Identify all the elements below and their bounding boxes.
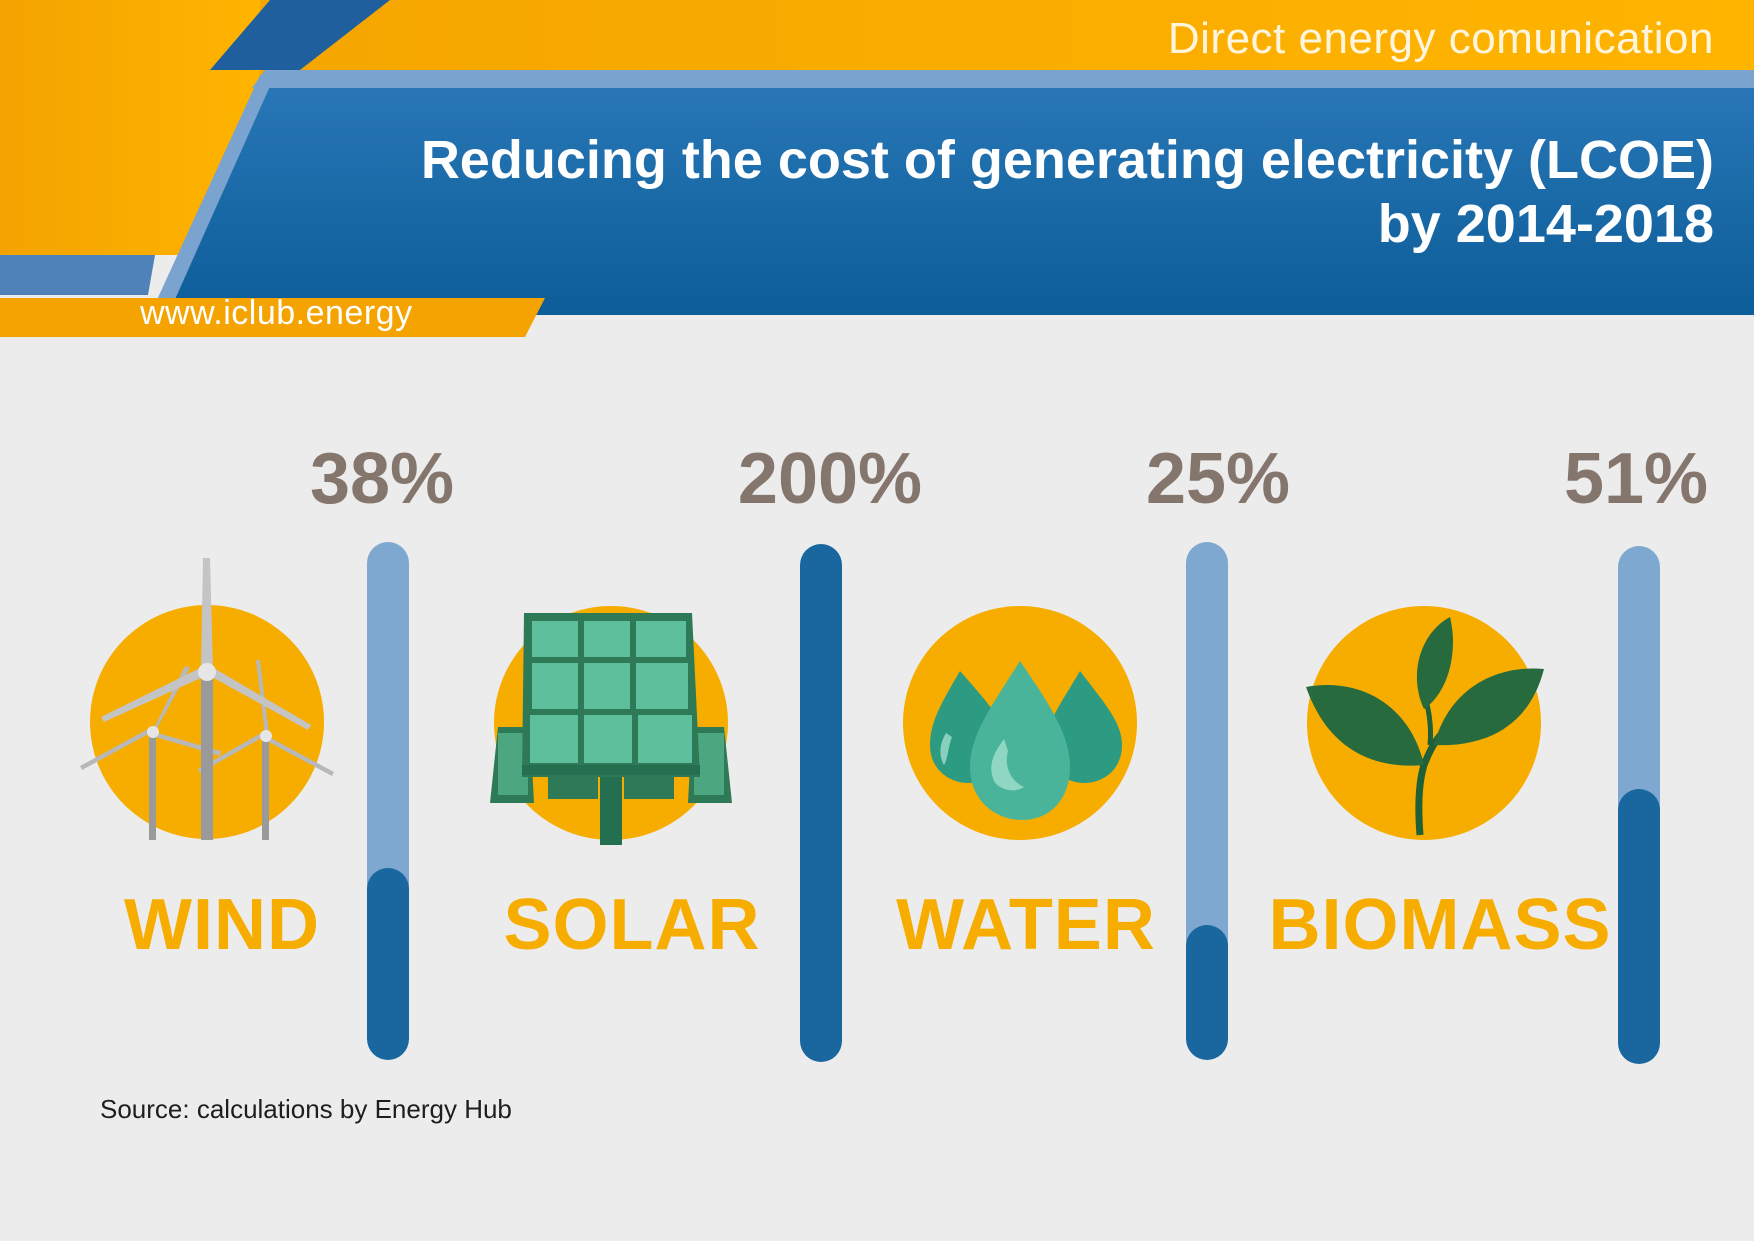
leaf-icon [1306,606,1544,840]
bar-wind [367,868,409,1060]
bar-track-biomass [1618,546,1660,1064]
header-banner: Direct energy comunication Reducing the … [0,0,1754,340]
bar-track-solar [800,544,842,1062]
header-background [0,0,1754,337]
value-label-biomass: 51% [1563,439,1709,519]
bar-water [1186,925,1228,1060]
value-label-water: 25% [1145,439,1291,519]
tagline: Direct energy comunication [1167,14,1714,63]
bar-track-wind [367,542,409,1060]
category-label-wind: WIND [124,885,320,965]
title-line-1: Reducing the cost of generating electric… [420,130,1714,190]
water-drops-icon [903,606,1137,840]
value-label-solar: 200% [737,439,923,519]
value-label-wind: 38% [309,439,455,519]
bar-solar [800,544,842,1062]
website-link[interactable]: www.iclub.energy [140,294,413,332]
bar-track-water [1186,542,1228,1060]
category-label-solar: SOLAR [503,885,761,965]
bar-biomass [1618,789,1660,1064]
category-label-water: WATER [896,885,1156,965]
source-note: Source: calculations by Energy Hub [100,1094,512,1124]
solar-panel-icon [490,606,732,845]
category-label-biomass: BIOMASS [1268,885,1612,965]
wind-turbine-icon [80,558,334,840]
title-line-2: by 2014-2018 [1377,194,1714,254]
page-title: Reducing the cost of generating electric… [421,128,1714,256]
